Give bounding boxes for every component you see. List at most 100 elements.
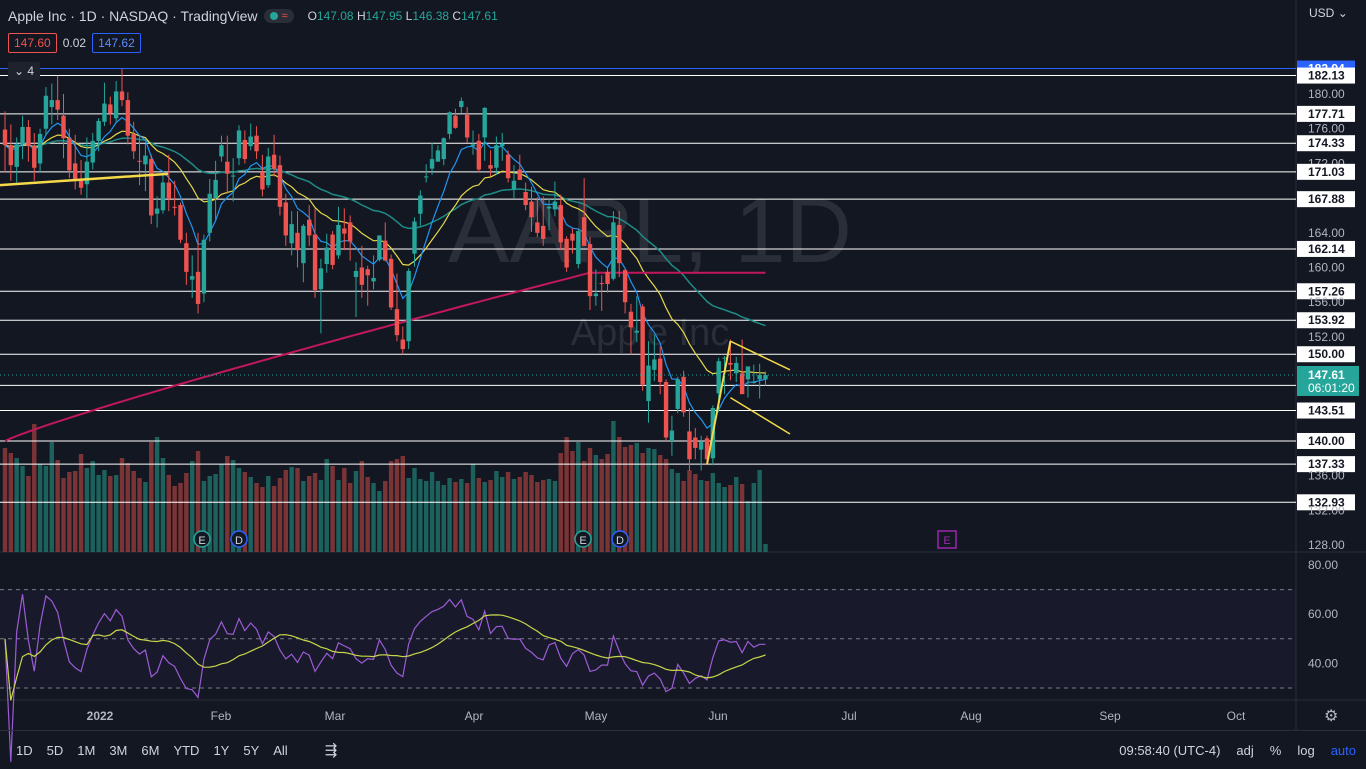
timeframe-1y[interactable]: 1Y [213,742,230,758]
candle-body [500,143,505,147]
volume-bar [745,501,751,552]
candle-body [494,145,499,168]
volume-bar [435,481,441,552]
candle-body [160,182,166,211]
price-axis-label: 171.03 [1308,165,1345,179]
time-axis-label: Mar [325,709,346,723]
ask-price-button[interactable]: 147.62 [92,33,141,53]
timeframe-5y[interactable]: 5Y [243,742,260,758]
volume-bar [535,482,540,552]
candle-body [453,115,458,128]
candle-body [745,366,751,380]
last-price-badge [1297,365,1359,396]
volume-bar [283,470,288,552]
volume-bar [324,459,329,552]
price-axis-label: 180.00 [1308,87,1345,101]
volume-bar [675,473,680,552]
volume-bar [459,479,464,552]
volume-bar [195,451,201,552]
percent-toggle[interactable]: % [1269,742,1282,758]
timeframe-5d[interactable]: 5D [46,742,64,758]
volume-bar [307,476,312,552]
volume-bar [581,461,587,552]
candle-body [84,161,90,185]
candle-body [535,222,540,233]
bid-price-button[interactable]: 147.60 [8,33,57,53]
volume-bar [763,544,768,552]
volume-bar [108,476,113,552]
candle-body [20,126,25,145]
volume-bar [564,437,569,552]
volume-bar [529,475,534,552]
watermark-ticker: AAPL, 1D [448,180,852,282]
candle-body [394,309,400,336]
candle-body [383,240,388,261]
candle-body [195,271,201,304]
currency-select[interactable]: USD ⌄ [1309,6,1348,20]
price-axis-highlight [1297,432,1355,449]
price-axis-label: 132.00 [1308,503,1345,517]
log-toggle[interactable]: log [1297,742,1315,758]
indicator-count: 4 [27,64,35,78]
auto-toggle[interactable]: auto [1330,742,1356,758]
candle-body [704,438,710,460]
timeframe-all[interactable]: All [273,742,288,758]
volume-bar [605,454,610,552]
rsi-axis-label: 40.00 [1308,656,1338,670]
volume-bar [254,483,259,552]
candle-body [552,201,558,210]
candle-body [517,169,522,180]
settings-gear-icon[interactable]: ⚙ [1324,708,1339,725]
candle-body [225,161,230,174]
candle-body [43,95,49,129]
candle-body [125,100,131,136]
candle-body [90,140,95,163]
candle-body [763,375,768,380]
volume-bar [716,483,721,552]
price-axis-highlight [1297,105,1355,122]
timeframe-6m[interactable]: 6M [141,742,160,758]
candle-body [739,373,745,395]
timeframe-1m[interactable]: 1M [77,742,96,758]
volume-bar [552,481,558,552]
candle-body [55,100,60,110]
candle-body [698,441,704,450]
candle-body [353,270,359,278]
candle-body [149,159,154,216]
indicators-toggle[interactable]: ⌄ 4 [8,62,41,80]
candle-body [628,311,634,328]
volume-bar [500,477,505,552]
date-range-icon[interactable]: ⇶ [324,742,338,759]
candle-body [388,258,394,308]
price-axis-label: 167.88 [1308,192,1345,206]
candle-body [166,182,171,199]
volume-bar [190,461,195,552]
candle-body [230,175,236,177]
candle-body [505,154,511,179]
price-axis-highlight [1297,402,1355,419]
volume-bar [669,469,675,552]
price-axis-label: 156.00 [1308,295,1345,309]
candle-body [581,217,587,246]
timeframe-1d[interactable]: 1D [16,742,33,758]
volume-bar [248,477,253,552]
market-status-badge[interactable]: ≈ [263,9,294,23]
adj-toggle[interactable]: adj [1236,742,1254,758]
volume-bar [617,437,622,552]
volume-bar [622,447,628,552]
candle-body [318,268,324,290]
clock-time[interactable]: 09:58:40 (UTC-4) [1119,742,1221,758]
candle-body [511,180,517,190]
candle-body [541,225,546,239]
volume-bar [260,487,265,552]
volume-bar [704,481,710,552]
timeframe-ytd[interactable]: YTD [173,742,200,758]
wave-icon: ≈ [281,10,288,22]
candle-body [26,126,31,147]
price-axis-label: 140.00 [1308,434,1345,448]
candle-body [523,192,528,206]
volume-bar [693,474,698,552]
timeframe-3m[interactable]: 3M [109,742,128,758]
candle-body [728,362,733,365]
